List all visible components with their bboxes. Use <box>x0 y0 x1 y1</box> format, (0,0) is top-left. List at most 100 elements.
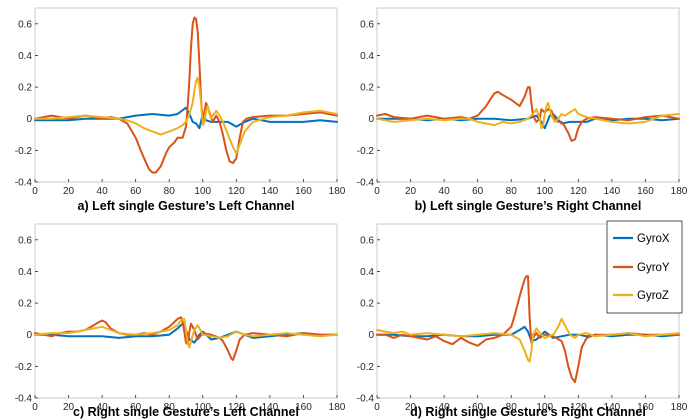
panel-b-yticks: -0.4 -0.2 0 0.2 0.4 0.6 <box>357 19 380 189</box>
x-tick-label: 120 <box>228 186 245 197</box>
x-tick-label: 140 <box>604 186 621 197</box>
x-tick-label: 0 <box>32 402 38 413</box>
x-tick-label: 160 <box>295 402 312 413</box>
series-line-gyroz <box>34 76 338 155</box>
x-tick-label: 140 <box>262 402 279 413</box>
x-tick-label: 120 <box>570 186 587 197</box>
panel-d-title: d) Right single Gesture’s Right Channel <box>410 405 646 419</box>
y-tick-label: -0.4 <box>357 178 375 189</box>
panel-b-xticks: 0 20 40 60 80 100 120 140 160 180 <box>374 179 688 197</box>
y-tick-label: 0.6 <box>360 235 374 246</box>
x-tick-label: 40 <box>439 402 451 413</box>
x-tick-label: 100 <box>194 186 211 197</box>
series-line-gyroy <box>376 275 680 384</box>
y-tick-label: 0.4 <box>360 267 374 278</box>
y-tick-label: 0.4 <box>18 267 32 278</box>
x-tick-label: 40 <box>97 402 109 413</box>
panel-b: 0 20 40 60 80 100 120 140 160 180 -0.4 -0.2 0 0.2 0.4… <box>357 7 688 213</box>
panel-a-yticks: -0.4 -0.2 0 0.2 0.4 0.6 <box>15 19 38 189</box>
y-tick-label: 0 <box>26 114 32 125</box>
x-tick-label: 180 <box>671 186 688 197</box>
legend-label-gyrox: GyroX <box>637 233 670 245</box>
x-tick-label: 160 <box>295 186 312 197</box>
panel-d: 0 20 40 60 80 100 120 140 160 180 -0.4 -0.2 0 0.2 0.4… <box>357 223 688 419</box>
x-tick-label: 180 <box>329 402 346 413</box>
x-tick-label: 20 <box>405 402 417 413</box>
panel-b-title: b) Left single Gesture’s Right Channel <box>415 199 642 213</box>
y-tick-label: 0.4 <box>18 51 32 62</box>
panel-b-lines <box>376 86 680 142</box>
x-tick-label: 80 <box>506 402 518 413</box>
y-tick-label: -0.4 <box>15 178 33 189</box>
panel-d-xticks: 0 20 40 60 80 100 120 140 160 180 <box>374 395 688 413</box>
x-tick-label: 0 <box>32 186 38 197</box>
y-tick-label: -0.2 <box>15 362 33 373</box>
y-tick-label: -0.4 <box>15 394 33 405</box>
panel-a-title: a) Left single Gesture’s Left Channel <box>78 199 295 213</box>
y-tick-label: 0.2 <box>18 83 32 94</box>
panel-d-yticks: -0.4 -0.2 0 0.2 0.4 0.6 <box>357 235 380 405</box>
x-tick-label: 20 <box>405 186 417 197</box>
x-tick-label: 0 <box>374 402 380 413</box>
x-tick-label: 60 <box>130 402 142 413</box>
x-tick-label: 20 <box>63 186 75 197</box>
x-tick-label: 40 <box>439 186 451 197</box>
y-tick-label: 0 <box>26 330 32 341</box>
series-line-gyroy <box>34 16 338 174</box>
series-line-gyroz <box>376 101 680 130</box>
y-tick-label: 0.2 <box>18 299 32 310</box>
y-tick-label: 0.4 <box>360 51 374 62</box>
y-tick-label: 0.2 <box>360 83 374 94</box>
x-tick-label: 140 <box>604 402 621 413</box>
x-tick-label: 80 <box>506 186 518 197</box>
panel-c: 0 20 40 60 80 100 120 140 160 180 -0.4 -0.2 0 0.2 0.4… <box>15 223 346 419</box>
x-tick-label: 140 <box>262 186 279 197</box>
panel-c-lines <box>34 316 338 361</box>
legend-label-gyroz: GyroZ <box>637 290 669 302</box>
y-tick-label: -0.2 <box>357 146 375 157</box>
x-tick-label: 0 <box>374 186 380 197</box>
panel-a-xticks: 0 20 40 60 80 100 120 140 160 180 <box>32 179 346 197</box>
series-line-gyroy <box>34 316 338 361</box>
panel-c-axes-box <box>34 223 338 399</box>
y-tick-label: 0.6 <box>18 235 32 246</box>
series-line-gyrox <box>34 322 338 344</box>
y-tick-label: -0.2 <box>357 362 375 373</box>
x-tick-label: 160 <box>637 186 654 197</box>
panel-a-axes-box <box>34 7 338 183</box>
y-tick-label: -0.2 <box>15 146 33 157</box>
x-tick-label: 60 <box>130 186 142 197</box>
panel-a: 0 20 40 60 80 100 120 140 160 180 -0.4 -0.2 0 0.2 0.4… <box>15 7 346 213</box>
y-tick-label: 0.6 <box>360 19 374 30</box>
panel-c-title: c) Right single Gesture’s Left Channel <box>73 405 299 419</box>
x-tick-label: 60 <box>472 402 484 413</box>
x-tick-label: 80 <box>164 186 176 197</box>
y-tick-label: 0.6 <box>18 19 32 30</box>
y-tick-label: 0 <box>368 114 374 125</box>
x-tick-label: 100 <box>194 402 211 413</box>
y-tick-label: 0 <box>368 330 374 341</box>
panel-b-axes-box <box>376 7 680 183</box>
y-tick-label: 0.2 <box>360 299 374 310</box>
x-tick-label: 40 <box>97 186 109 197</box>
series-line-gyroz <box>376 317 680 363</box>
y-tick-label: -0.4 <box>357 394 375 405</box>
series-line-gyroy <box>376 86 680 142</box>
x-tick-label: 100 <box>536 402 553 413</box>
legend-label-gyroy: GyroY <box>637 262 670 274</box>
series-line-gyroz <box>34 317 338 349</box>
x-tick-label: 180 <box>329 186 346 197</box>
x-tick-label: 20 <box>63 402 75 413</box>
x-tick-label: 60 <box>472 186 484 197</box>
x-tick-label: 120 <box>228 402 245 413</box>
x-tick-label: 120 <box>570 402 587 413</box>
x-tick-label: 180 <box>671 402 688 413</box>
x-tick-label: 160 <box>637 402 654 413</box>
x-tick-label: 80 <box>164 402 176 413</box>
panel-d-lines <box>376 275 680 384</box>
panel-a-lines <box>34 16 338 174</box>
legend: GyroX GyroY GyroZ <box>606 220 683 314</box>
panel-c-xticks: 0 20 40 60 80 100 120 140 160 180 <box>32 395 346 413</box>
x-tick-label: 100 <box>536 186 553 197</box>
